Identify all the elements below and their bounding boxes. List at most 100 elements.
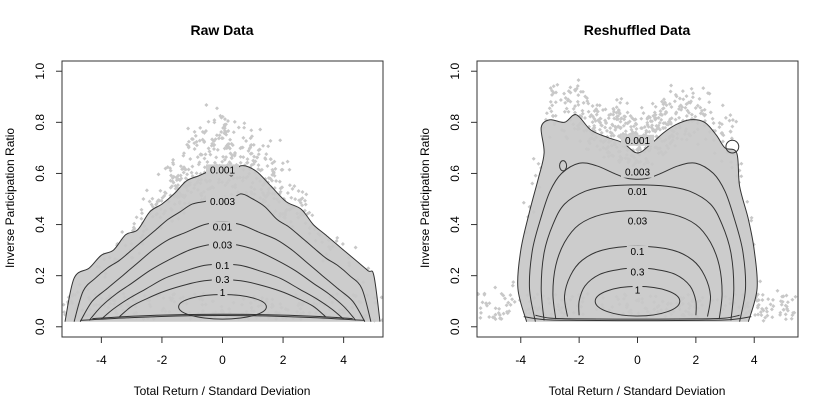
contour-label: 0.001: [625, 136, 650, 147]
scatter-point: [606, 154, 611, 159]
contour-label-bg: [217, 286, 228, 298]
scatter-point: [575, 99, 580, 104]
scatter-point: [266, 144, 271, 149]
scatter-point: [606, 140, 611, 145]
scatter-point: [672, 99, 677, 104]
scatter-point: [144, 227, 149, 232]
scatter-point: [192, 129, 197, 134]
scatter-point: [224, 130, 229, 134]
x-tick-label: 4: [751, 353, 758, 367]
contour-label-bg: [626, 245, 649, 257]
scatter-point: [608, 130, 613, 135]
scatter-point: [723, 115, 728, 120]
scatter-point: [209, 185, 214, 190]
scatter-point: [185, 172, 190, 177]
scatter-point: [603, 125, 608, 130]
scatter-point: [551, 84, 556, 89]
scatter-point: [199, 152, 204, 157]
scatter-point: [789, 316, 794, 321]
scatter-point: [272, 159, 277, 164]
scatter-point: [769, 307, 774, 312]
scatter-point: [182, 201, 187, 206]
scatter-point: [147, 298, 152, 303]
contour-label: 0.1: [631, 247, 645, 258]
scatter-point: [241, 155, 246, 160]
scatter-point: [303, 198, 307, 203]
scatter-point: [232, 152, 237, 156]
contour-line: [559, 160, 568, 172]
scatter-point: [790, 297, 795, 302]
scatter-point: [248, 151, 253, 156]
scatter-point: [196, 178, 201, 182]
reshuffled-y-axis-label: Inverse Participation Ratio: [418, 128, 432, 268]
scatter-point: [178, 173, 183, 178]
scatter-point: [273, 166, 278, 171]
scatter-point: [764, 306, 769, 311]
scatter-point: [645, 120, 650, 125]
scatter-point: [629, 124, 633, 129]
scatter-point: [231, 176, 236, 181]
scatter-point: [163, 309, 168, 314]
scatter-point: [232, 119, 237, 124]
scatter-point: [285, 159, 290, 164]
scatter-point: [562, 91, 567, 96]
scatter-point: [199, 177, 204, 182]
scatter-point: [252, 187, 257, 192]
x-tick-label: -2: [157, 353, 168, 367]
scatter-point: [707, 129, 712, 134]
scatter-point: [730, 165, 734, 170]
scatter-point: [233, 183, 238, 187]
scatter-point: [137, 251, 142, 256]
scatter-point: [204, 129, 208, 133]
scatter-point: [237, 175, 242, 180]
scatter-point: [761, 318, 766, 323]
scatter-point: [224, 155, 229, 160]
raw-y-axis: 0.0 0.2 0.4 0.6 0.8 1.0: [33, 63, 62, 335]
scatter-point: [214, 155, 219, 160]
scatter-point: [218, 113, 223, 118]
scatter-point: [723, 294, 728, 299]
scatter-point: [163, 190, 167, 195]
scatter-point: [142, 224, 147, 229]
scatter-point: [235, 190, 240, 195]
scatter-point: [531, 156, 536, 161]
scatter-point: [140, 233, 145, 238]
scatter-point: [160, 195, 165, 200]
scatter-point: [206, 146, 211, 151]
scatter-point: [199, 197, 204, 202]
scatter-point: [208, 178, 213, 183]
scatter-point: [154, 202, 158, 207]
scatter-point: [771, 297, 775, 302]
scatter-point: [619, 96, 624, 101]
scatter-point: [250, 180, 255, 185]
scatter-point: [186, 167, 191, 172]
contour-label-bg: [623, 185, 652, 197]
scatter-point: [637, 152, 642, 157]
scatter-point: [121, 308, 125, 313]
scatter-point: [775, 288, 780, 293]
scatter-point: [203, 152, 208, 157]
scatter-point: [187, 201, 192, 206]
scatter-point: [278, 138, 283, 143]
scatter-point: [510, 297, 515, 302]
scatter-point: [303, 202, 308, 207]
scatter-point: [230, 153, 235, 158]
scatter-point: [187, 310, 192, 315]
scatter-point: [177, 201, 182, 206]
scatter-point: [793, 294, 798, 299]
scatter-point: [730, 118, 735, 122]
scatter-point: [785, 300, 790, 305]
scatter-point: [681, 97, 686, 102]
scatter-point: [756, 312, 761, 317]
scatter-point: [270, 178, 274, 183]
scatter-point: [208, 152, 213, 157]
scatter-point: [147, 199, 152, 204]
scatter-point: [621, 296, 626, 301]
scatter-point: [202, 140, 207, 145]
scatter-point: [536, 161, 541, 166]
scatter-point: [300, 203, 305, 208]
scatter-point: [249, 143, 254, 147]
scatter-point: [203, 302, 208, 307]
scatter-point: [636, 311, 641, 316]
x-tick-label: -4: [96, 353, 107, 367]
